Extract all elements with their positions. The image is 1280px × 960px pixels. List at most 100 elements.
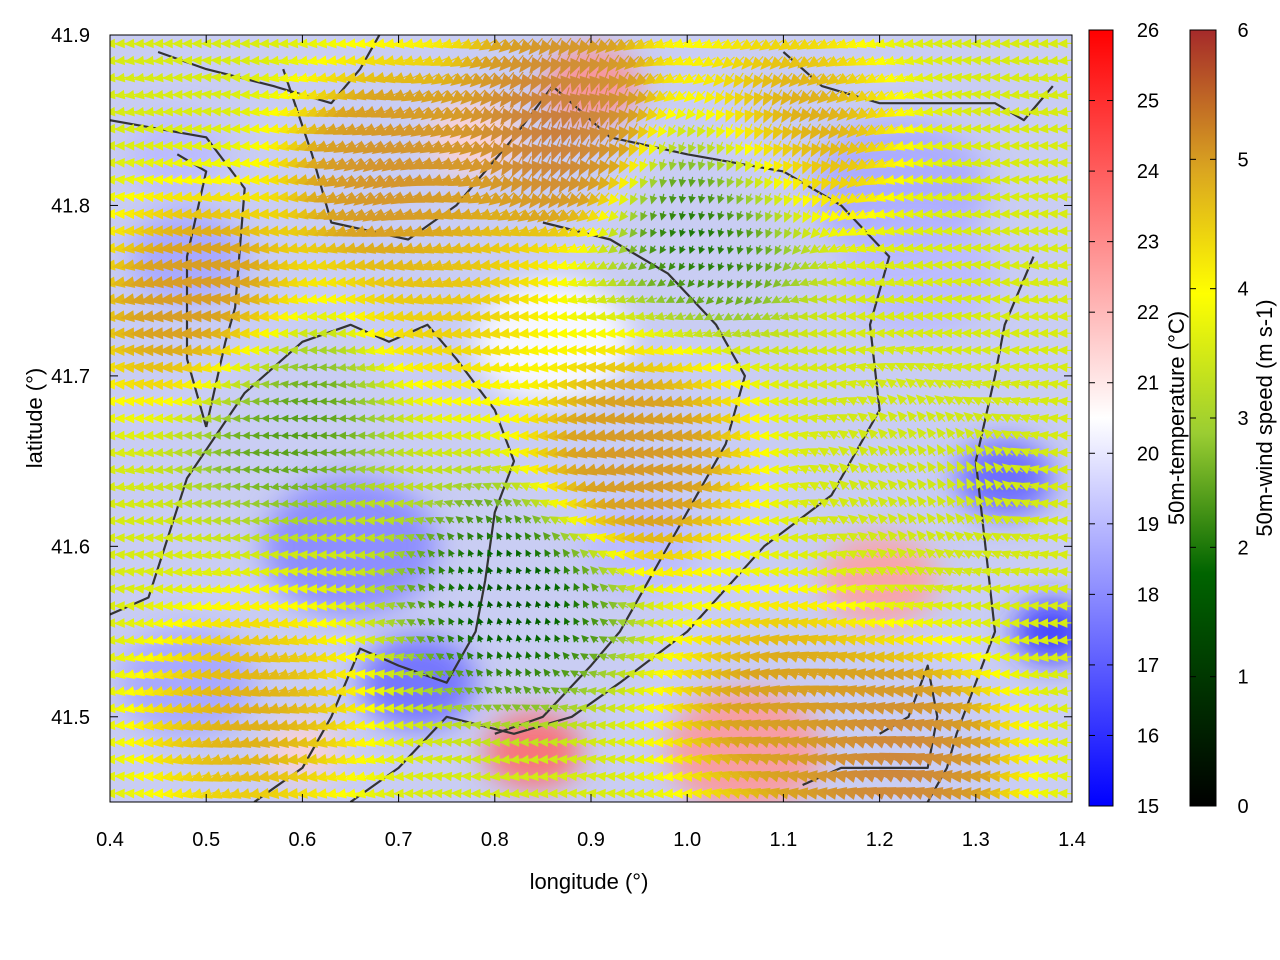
wind-arrow [374, 618, 389, 628]
wind-arrow [202, 482, 215, 492]
wind-arrow [393, 669, 408, 679]
temperature-patch [841, 212, 996, 335]
wind-arrow [394, 652, 408, 662]
colorbar-tick-label: 24 [1137, 161, 1159, 183]
wind-arrow [289, 363, 302, 372]
coastline-contour [782, 51, 1054, 122]
wind-arrow [374, 635, 389, 645]
wind-arrow [270, 397, 282, 406]
colorbar-tick-label: 16 [1137, 725, 1159, 747]
wind-arrow [261, 414, 272, 423]
wind-arrow [289, 482, 301, 491]
colorbar-tick-label: 25 [1137, 91, 1159, 113]
wind-arrow [270, 431, 282, 440]
wind-arrow [404, 653, 417, 662]
wind-arrow [346, 465, 359, 474]
plot-area: 0.4 0.5 0.6 0.7 0.8 0.9 1.0 1.1 1.2 1.3 1.4 41.541… [51, 25, 1086, 851]
colorbar-tick-label: 15 [1137, 796, 1159, 818]
wind-arrow [406, 619, 417, 627]
wind-arrow [290, 397, 301, 406]
wind-arrow [385, 618, 398, 628]
wind-arrow [337, 397, 350, 406]
wind-arrow [270, 448, 282, 457]
wind-arrow [289, 465, 301, 474]
wind-arrow [395, 602, 407, 610]
x-tick-label: 0.6 [288, 829, 316, 851]
wind-arrow [395, 636, 408, 645]
colorbar-tick-label: 0 [1237, 796, 1248, 818]
wind-arrow [280, 397, 292, 406]
temperature-patch [119, 628, 255, 737]
wind-arrow [384, 550, 398, 560]
wind-arrow [270, 465, 282, 474]
wind-arrow [260, 380, 273, 389]
wind-arrow [394, 533, 408, 543]
wind-arrow [355, 362, 370, 372]
wind-arrow [404, 669, 417, 679]
wind-arrow [395, 568, 407, 576]
colorbar-tick-label: 3 [1237, 408, 1248, 430]
wind-arrow [346, 362, 360, 372]
temperature-patch [821, 534, 938, 627]
wind-arrow [404, 516, 417, 526]
wind-arrow [353, 191, 371, 206]
wind-arrow [346, 482, 360, 492]
wind-arrow [279, 363, 292, 372]
colorbar-tick-label: 23 [1137, 232, 1159, 254]
wind-arrow [260, 482, 273, 491]
colorbar-tick-label: 6 [1237, 20, 1248, 42]
wind-arrow [260, 397, 273, 406]
wind-arrow [356, 397, 369, 406]
temperature-patch [263, 477, 438, 616]
wind-arrow [395, 585, 407, 593]
wind-arrow [280, 465, 292, 474]
wind-arrow [384, 635, 398, 645]
wind-arrow [290, 448, 301, 457]
wind-arrow [270, 414, 282, 423]
y-tick-label: 41.5 [51, 707, 90, 729]
wind-arrow [405, 533, 417, 542]
x-tick-label: 0.8 [481, 829, 509, 851]
wind-arrow [395, 619, 407, 628]
wind-arrows [110, 37, 1072, 800]
wind-arrow [337, 465, 350, 474]
wind-arrow [299, 482, 311, 491]
wind-arrow [279, 499, 292, 508]
wind-arrow [375, 584, 389, 594]
wind-arrow [395, 550, 407, 560]
wind-arrow [356, 380, 369, 389]
wind-arrow [299, 397, 311, 406]
wind-arrow [251, 465, 263, 474]
wind-arrow [406, 567, 417, 576]
wind-arrow [222, 448, 234, 457]
colorbar-tick-label: 1 [1237, 667, 1248, 689]
colorbar-tick-label: 19 [1137, 514, 1159, 536]
wind-arrow [299, 448, 311, 457]
wind-arrow [328, 380, 340, 389]
y-tick-label: 41.7 [51, 366, 90, 388]
wind-arrow [353, 174, 371, 190]
wind-arrow [346, 380, 359, 389]
x-tick-label: 1.3 [962, 829, 990, 851]
wind-arrow [280, 448, 292, 457]
wind-arrow [347, 397, 359, 406]
wind-arrow [289, 380, 301, 389]
temperature-patch [1014, 600, 1072, 663]
wind-arrow [202, 448, 215, 457]
wind-arrow [192, 465, 206, 475]
colorbar-tick-label: 26 [1137, 20, 1159, 42]
wind-arrow [384, 533, 398, 543]
wind-arrow [280, 414, 292, 423]
wind-colorbar-label: 50m-wind speed (m s-1) [1252, 299, 1277, 536]
wind-arrow [385, 601, 398, 611]
wind-arrow [405, 551, 417, 559]
wind-arrow [202, 465, 215, 474]
wind-arrow [327, 363, 340, 372]
y-axis-label: latitude (°) [22, 368, 47, 469]
wind-arrow [374, 601, 389, 611]
colorbar-tick-label: 18 [1137, 584, 1159, 606]
wind-arrow [261, 448, 272, 457]
y-tick-label: 41.9 [51, 25, 90, 47]
